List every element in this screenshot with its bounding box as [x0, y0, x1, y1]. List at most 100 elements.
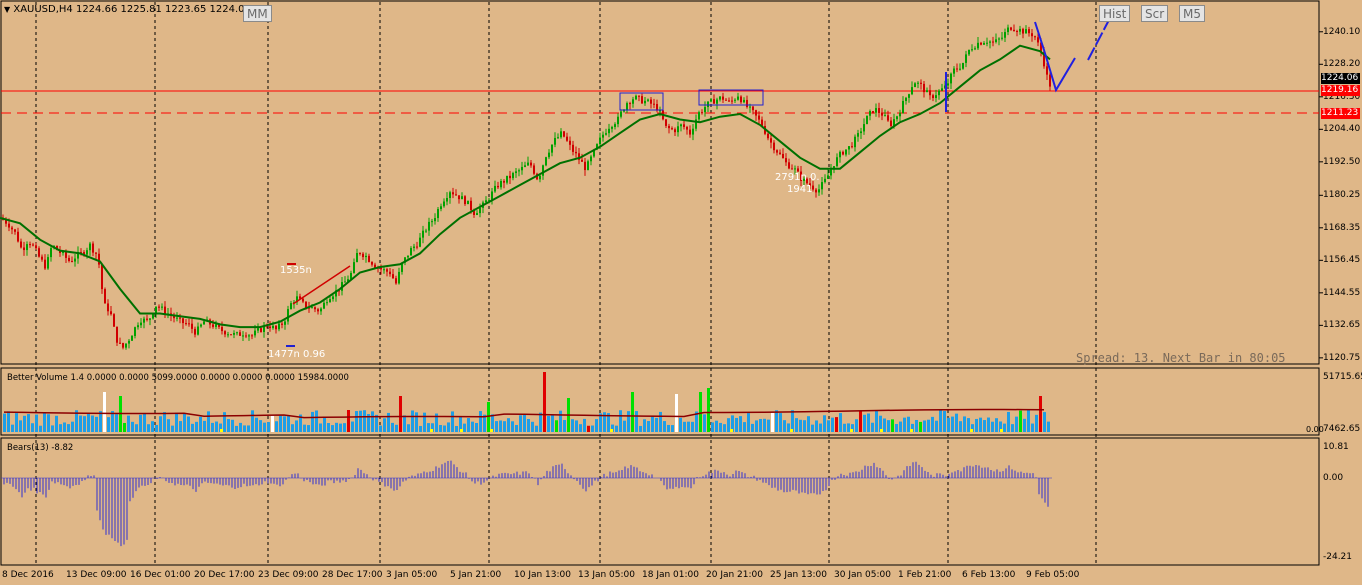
candle-body — [1010, 27, 1012, 30]
volume-bar — [815, 420, 818, 432]
candle-body — [476, 213, 478, 215]
volume-bar — [555, 420, 558, 432]
candle-body — [365, 255, 367, 258]
candle-body — [581, 159, 583, 162]
candle-body — [287, 309, 289, 322]
vertical-gridlines — [35, 2, 1097, 565]
candle-body — [743, 99, 745, 103]
volume-bar — [211, 422, 214, 432]
volume-bar — [19, 420, 22, 432]
candle-body — [878, 108, 880, 113]
volume-bar — [911, 423, 914, 432]
candle-body — [905, 97, 907, 101]
volume-bar — [491, 414, 494, 432]
candle-body — [428, 221, 430, 231]
candle-body — [401, 262, 403, 272]
price-axis-label: 1204.40 — [1323, 124, 1361, 135]
candle-body — [749, 106, 751, 108]
upper-level-tag: 1219.16 — [1321, 85, 1360, 96]
volume-bar — [279, 415, 282, 432]
dropdown-triangle-icon[interactable]: ▼ — [4, 5, 11, 14]
volume-bar-low — [610, 429, 613, 432]
candle-body — [128, 340, 130, 344]
candle-body — [911, 87, 913, 95]
candle-body — [443, 201, 445, 207]
bears-power-histogram — [3, 460, 1049, 547]
candle-body — [212, 324, 214, 327]
volume-bar — [711, 422, 714, 432]
projection-up-line[interactable] — [1087, 17, 1111, 61]
candle-body — [329, 299, 331, 303]
volume-bar — [851, 424, 854, 432]
candle-body — [644, 100, 646, 104]
candle-body — [584, 161, 586, 171]
candle-body — [632, 99, 634, 104]
consolidation-box-2[interactable] — [698, 89, 764, 106]
volume-bar — [283, 416, 286, 432]
moving-average-line — [0, 44, 1051, 329]
volume-bar — [703, 414, 706, 432]
volume-bar-low — [970, 429, 973, 432]
volume-bar — [379, 425, 382, 432]
candle-body — [719, 96, 721, 100]
bears-axis-mid: 0.00 — [1323, 473, 1344, 483]
projection-zigzag[interactable] — [1034, 21, 1076, 93]
candle-body — [920, 82, 922, 84]
candle-body — [311, 307, 313, 309]
annotation-2791: 2791n 0. — [775, 172, 820, 183]
volume-bar — [1027, 410, 1030, 432]
volume-bar — [827, 420, 830, 432]
candle-body — [665, 119, 667, 126]
candle-body — [926, 90, 928, 93]
volume-bar — [883, 418, 886, 432]
volume-bar — [947, 417, 950, 432]
volume-bar — [99, 411, 102, 432]
candle-body — [551, 144, 553, 153]
bears-indicator-title: Bears(13) -8.82 — [7, 443, 74, 453]
candle-body — [851, 146, 853, 148]
candle-body — [797, 168, 799, 172]
volume-bar-low — [1000, 429, 1003, 432]
candle-body — [8, 223, 10, 228]
mm-button[interactable]: MM — [243, 5, 272, 22]
volume-bar — [615, 425, 618, 432]
candle-body — [869, 111, 871, 116]
volume-bar — [151, 421, 154, 432]
candle-body — [503, 180, 505, 183]
volume-bar — [323, 416, 326, 432]
candle-body — [200, 324, 202, 327]
volume-bar — [563, 420, 566, 432]
candle-body — [740, 96, 742, 103]
candle-body — [722, 96, 724, 100]
candle-body — [5, 219, 7, 224]
volume-bar — [395, 424, 398, 432]
volume-bar — [351, 421, 354, 432]
hist-button[interactable]: Hist — [1099, 5, 1131, 22]
volume-bar — [459, 416, 462, 432]
volume-bar — [343, 423, 346, 432]
candle-body — [296, 296, 298, 303]
volume-bar — [943, 411, 946, 432]
candle-body — [914, 83, 916, 88]
candle-body — [500, 180, 502, 188]
red-trend-line[interactable] — [292, 265, 351, 305]
candle-body — [368, 255, 370, 262]
candle-body — [356, 253, 358, 263]
volume-bar — [479, 411, 482, 432]
m5-button[interactable]: M5 — [1179, 5, 1205, 22]
volume-bar — [179, 421, 182, 432]
candle-body — [143, 318, 145, 323]
candle-body — [617, 116, 619, 125]
volume-bar — [191, 423, 194, 432]
volume-bar — [175, 412, 178, 432]
volume-bar-low — [790, 429, 793, 432]
volume-bar — [639, 425, 642, 432]
volume-bar — [527, 419, 530, 432]
scr-button[interactable]: Scr — [1141, 5, 1169, 22]
candle-body — [980, 42, 982, 45]
volume-bar — [939, 410, 942, 432]
bears-axis-top: 10.81 — [1323, 442, 1349, 452]
consolidation-box-1[interactable] — [619, 92, 664, 111]
volume-bar — [267, 422, 270, 432]
